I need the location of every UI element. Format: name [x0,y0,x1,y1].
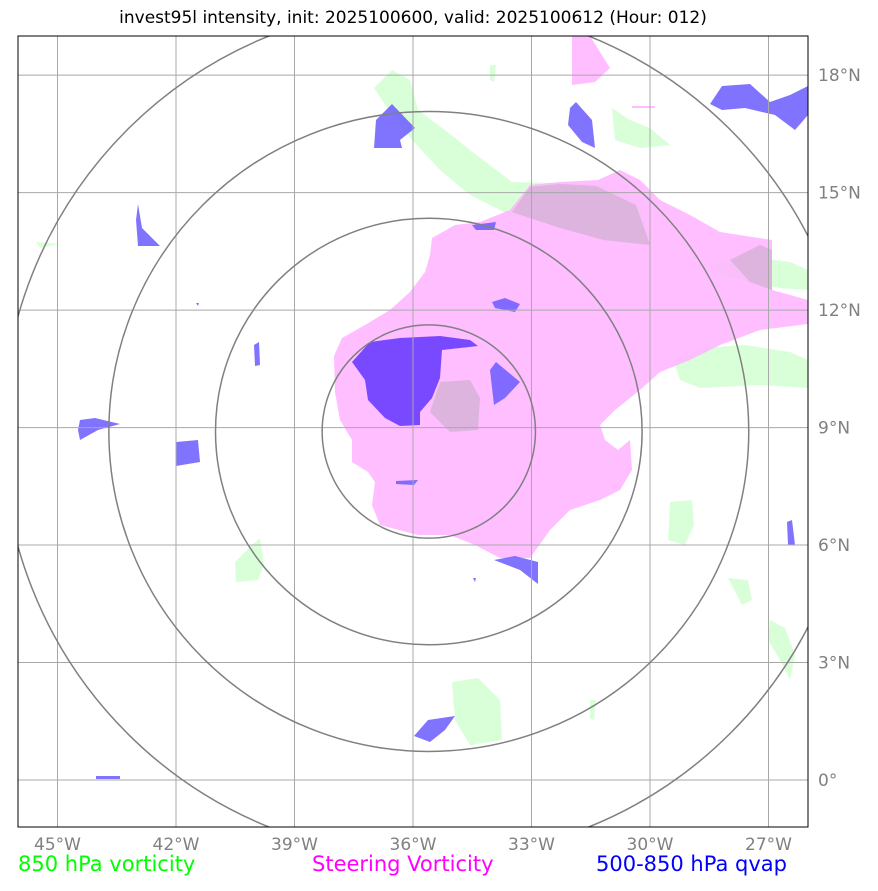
qvap-patch [494,556,538,584]
qvap-patch [136,204,160,246]
range-rings [18,36,808,827]
qvap-contours [78,84,808,779]
vort850-patch [668,500,694,545]
steering-vorticity-patch [334,170,808,558]
vort850-patch [452,678,502,745]
lat-tick-label: 15°N [818,184,861,204]
overlap-contours [430,184,772,432]
range-ring [214,217,643,646]
qvap-patch [176,440,200,466]
qvap-core-contours [352,336,478,426]
legend-steering-vorticity: Steering Vorticity [312,852,494,876]
overlap-patch [512,184,650,245]
lon-tick-label: 45°W [34,835,81,855]
lon-tick-label: 33°W [508,835,555,855]
lon-tick-label: 36°W [390,835,437,855]
qvap-patch [254,342,260,366]
qvap-patch [414,716,455,742]
lat-lon-gridlines [18,36,808,827]
qvap-patch [473,578,476,582]
vort850-patch [490,65,496,82]
overlap-patch [430,380,480,432]
lon-tick-label: 27°W [745,835,792,855]
qvap-patch [490,362,520,405]
lat-tick-label: 18°N [818,66,861,86]
lat-tick-label: 0° [818,771,837,791]
vort850-patch [728,578,752,605]
vort850-patch [235,538,264,582]
lon-tick-label: 39°W [271,835,318,855]
steering-vorticity-contours [334,36,808,558]
qvap-patch [492,298,520,312]
range-ring [108,110,750,753]
steering-vorticity-patch [572,36,610,85]
vort850-patch [768,620,795,680]
lat-tick-label: 9°N [818,419,850,439]
lat-tick-label: 3°N [818,654,850,674]
lon-tick-label: 30°W [627,835,674,855]
qvap-patch [78,418,120,440]
legend-850-vorticity: 850 hPa vorticity [18,852,196,876]
lat-tick-label: 6°N [818,536,850,556]
vort850-patch [590,700,596,720]
qvap-core-patch [352,336,478,426]
vort850-patch [36,242,60,248]
qvap-patch [196,303,199,306]
legend-qvap: 500-850 hPa qvap [596,852,787,876]
lat-tick-label: 12°N [818,301,861,321]
map-title: invest95l intensity, init: 2025100600, v… [119,8,707,28]
qvap-patch [568,102,595,148]
map-frame [17,35,809,828]
axis-ticks: 45°W 42°W 39°W 36°W 33°W 30°W 27°W 0° 3°N 6°N 9°N 1… [34,66,861,855]
qvap-patch [787,520,795,545]
overlap-patch [730,245,772,290]
lon-tick-label: 42°W [153,835,200,855]
steering-vorticity-patch [632,106,655,108]
qvap-patch [96,776,120,779]
range-ring [321,324,537,539]
qvap-patch [710,84,808,130]
vort850-patch [612,108,670,148]
